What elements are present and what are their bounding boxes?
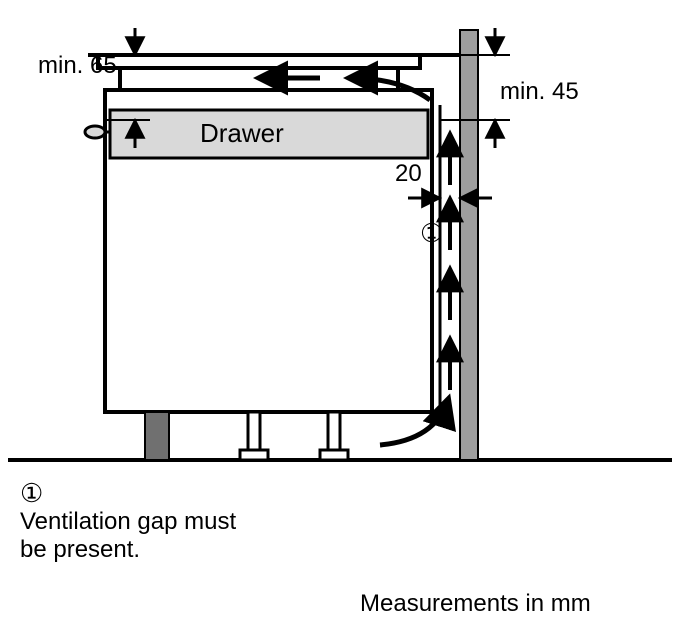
- note-line2: be present.: [20, 536, 140, 564]
- leg-2: [240, 412, 268, 460]
- units-label: Measurements in mm: [360, 590, 591, 618]
- label-min65: min. 65: [38, 52, 117, 80]
- note-marker: ①: [20, 478, 43, 509]
- wall: [460, 30, 478, 460]
- note-line1: Ventilation gap must: [20, 508, 236, 536]
- label-drawer: Drawer: [200, 118, 284, 149]
- label-20: 20: [395, 160, 422, 188]
- diagram-canvas: min. 65 min. 45 20 Drawer ① ① Ventilatio…: [0, 0, 680, 630]
- label-min45: min. 45: [500, 78, 579, 106]
- leg-3: [320, 412, 348, 460]
- leg-dark: [145, 412, 169, 460]
- cooktop-top: [98, 55, 420, 68]
- drawer-knob: [85, 126, 105, 138]
- callout-1: ①: [420, 218, 443, 249]
